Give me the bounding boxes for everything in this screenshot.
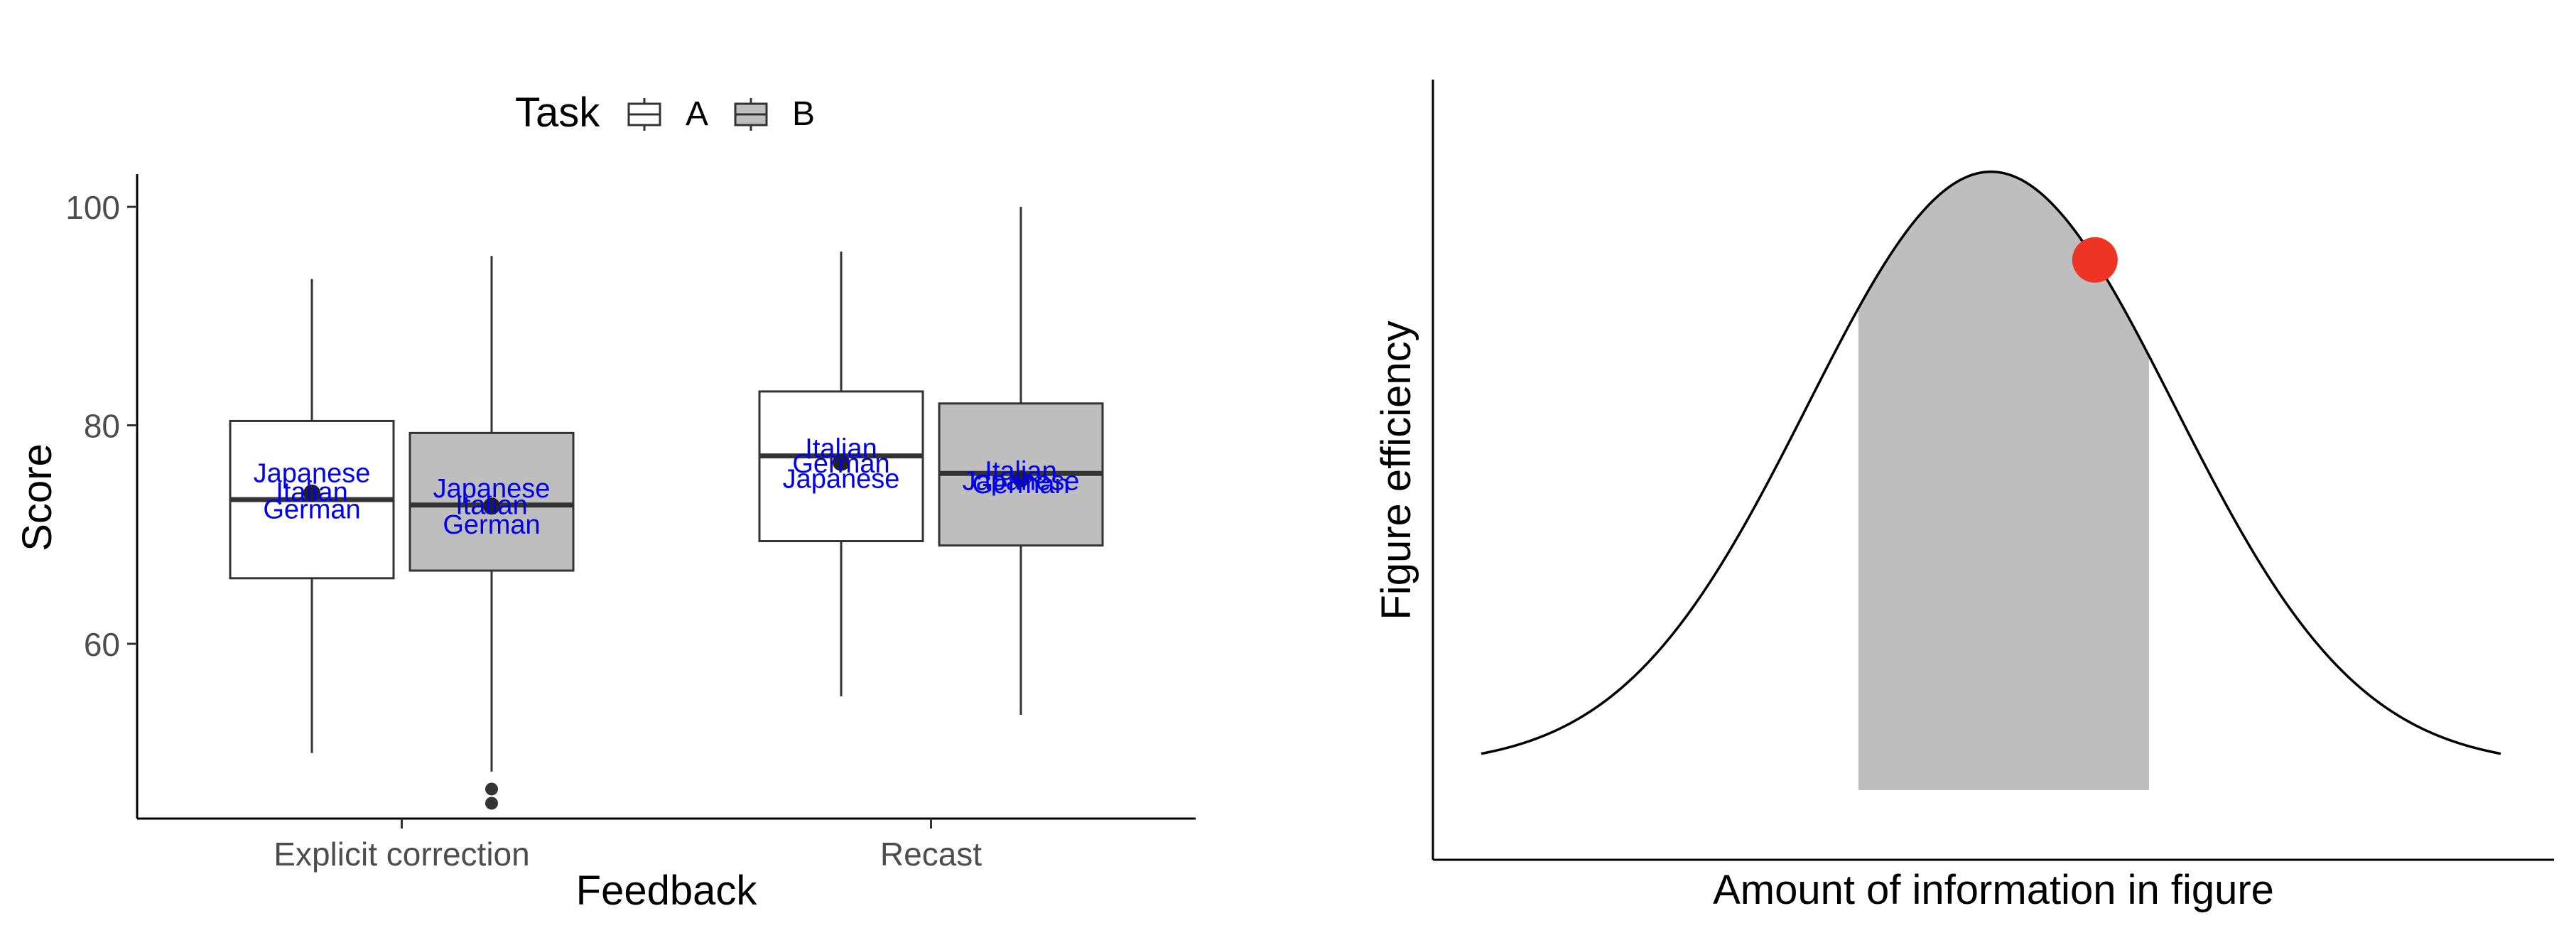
efficiency-panel: Amount of information in figure Figure e…: [1373, 80, 2554, 913]
x-tick-label: Recast: [880, 836, 982, 873]
mean-point: [1012, 470, 1029, 487]
y-axis-title: Figure efficiency: [1373, 320, 1419, 620]
axes: 60 80 100 Explicit correction Recast: [65, 174, 1196, 873]
point-label: German: [972, 470, 1069, 500]
mean-point: [833, 453, 850, 471]
y-tick-label: 80: [84, 408, 120, 445]
point-label: German: [443, 510, 540, 540]
y-axis-title: Score: [14, 443, 60, 551]
legend-item: A: [627, 95, 708, 133]
plot-area: [1481, 170, 2501, 790]
point-label: Italian: [455, 490, 527, 520]
outlier-point: [485, 782, 498, 796]
y-tick-label: 60: [84, 626, 120, 663]
point-label: Japanese: [963, 466, 1080, 496]
point-label: Italian: [276, 478, 347, 507]
x-tick-label: Explicit correction: [274, 836, 529, 873]
efficiency-curve: [1481, 170, 2501, 755]
legend-label: A: [686, 95, 708, 133]
shaded-region: [1858, 171, 2149, 790]
point-label: Japanese: [433, 474, 551, 504]
x-axis-title: Amount of information in figure: [1713, 867, 2274, 913]
legend-item: B: [734, 95, 815, 133]
mean-point: [483, 497, 500, 515]
x-axis-title: Feedback: [576, 868, 758, 914]
point-label: German: [263, 495, 360, 524]
boxes: JapaneseItalianGermanItalianGermanJapane…: [229, 207, 1104, 810]
legend-label: B: [792, 95, 815, 133]
point-label: Japanese: [254, 459, 371, 489]
outlier-point: [485, 797, 498, 810]
point-label: German: [792, 449, 889, 479]
legend-title: Task: [515, 90, 600, 136]
mean-point: [303, 484, 320, 502]
point-label: Japanese: [783, 464, 900, 494]
point-label: Italian: [805, 433, 877, 463]
point-label: Italian: [985, 457, 1056, 487]
highlight-point: [2072, 237, 2118, 283]
y-tick-label: 100: [65, 189, 120, 226]
